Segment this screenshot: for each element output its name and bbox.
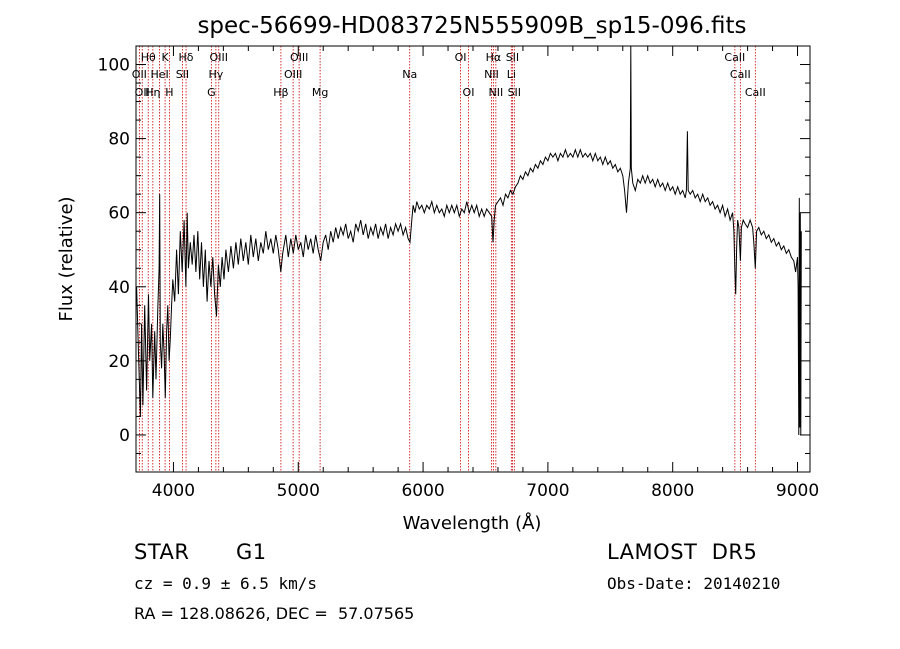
line-marker-label: H (165, 86, 173, 99)
object-class: STAR (134, 540, 190, 564)
line-marker-label: Na (402, 68, 417, 81)
x-tick-label: 5000 (277, 481, 320, 501)
line-marker-label: NII (488, 86, 503, 99)
line-marker-label: CaII (730, 68, 751, 81)
line-marker-label: K (161, 51, 169, 64)
line-marker-label: Li (507, 68, 516, 81)
x-tick-label: 6000 (401, 481, 444, 501)
line-marker-label: Hθ (141, 51, 156, 64)
line-marker-label: Hα (486, 51, 502, 64)
line-marker-label: OIII (210, 51, 228, 64)
x-tick-label: 9000 (776, 481, 819, 501)
x-tick-label: 4000 (152, 481, 195, 501)
line-marker-label: HeI (150, 68, 168, 81)
survey-name: LAMOST DR5 (607, 540, 758, 564)
line-marker-label: Hβ (273, 86, 288, 99)
line-marker-label: NII (484, 68, 499, 81)
x-axis-tick-labels: 4000 5000 6000 7000 8000 9000 (152, 481, 819, 501)
line-marker-label: Mg (312, 86, 328, 99)
line-marker-label: Hγ (208, 68, 223, 81)
line-marker-label: CaII (724, 51, 745, 64)
plot-frame (135, 45, 811, 473)
redshift-velocity: cz = 0.9 ± 6.5 km/s (134, 574, 318, 593)
line-marker-label: OI (463, 86, 475, 99)
chart-title: spec-56699-HD083725N555909B_sp15-096.fit… (197, 13, 746, 39)
line-marker-label: OII (132, 68, 147, 81)
line-marker-label: CaII (745, 86, 766, 99)
axis-ticks (136, 45, 810, 473)
line-marker-label: SII (506, 51, 519, 64)
line-markers (138, 46, 756, 472)
observation-date: Obs-Date: 20140210 (607, 574, 781, 593)
line-marker-label: SII (176, 68, 189, 81)
x-tick-label: 8000 (651, 481, 694, 501)
y-tick-label: 100 (98, 56, 130, 76)
x-axis-label: Wavelength (Å) (403, 512, 542, 534)
line-marker-label: Hη (145, 86, 160, 99)
line-marker-label: G (207, 86, 216, 99)
line-marker-label: OI (455, 51, 467, 64)
y-tick-label: 40 (108, 278, 130, 298)
line-marker-label: OIII (290, 51, 308, 64)
coordinates: RA = 128.08626, DEC = 57.07565 (134, 604, 415, 623)
line-marker-label: SII (508, 86, 521, 99)
x-tick-label: 7000 (526, 481, 569, 501)
line-marker-label: Hδ (179, 51, 194, 64)
y-tick-label: 60 (108, 204, 130, 224)
object-subclass: G1 (236, 540, 267, 564)
line-marker-label: OIII (284, 68, 302, 81)
y-tick-label: 0 (119, 426, 130, 446)
y-axis-tick-labels: 0 20 40 60 80 100 (98, 56, 130, 446)
y-axis-label: Flux (relative) (56, 196, 77, 321)
line-marker-label: OII (135, 86, 150, 99)
y-tick-label: 80 (108, 130, 130, 150)
line-marker-labels: OIIOIIHθHηHeIKHSIIHδGHγOIIIHβOIIIOIIIMgN… (132, 51, 766, 99)
y-tick-label: 20 (108, 352, 130, 372)
spectrum-series-line (136, 45, 802, 436)
